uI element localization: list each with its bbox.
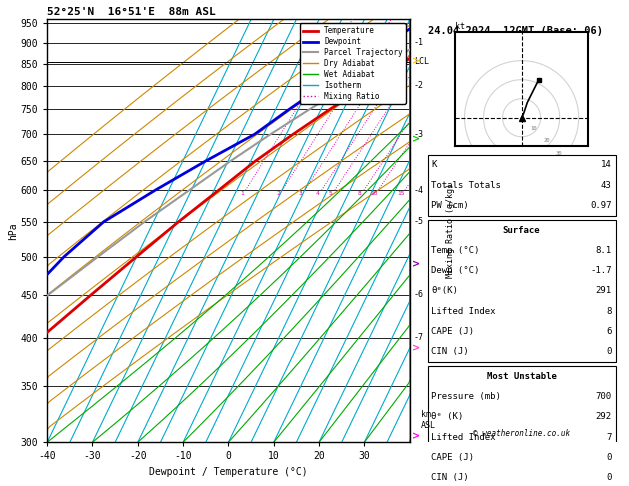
Text: 8: 8 (358, 191, 362, 196)
Text: >: > (413, 259, 421, 269)
Text: 5: 5 (329, 191, 333, 196)
Text: K: K (431, 160, 437, 170)
Text: >: > (413, 344, 421, 354)
Text: >: > (413, 56, 421, 67)
Text: Temp (°C): Temp (°C) (431, 246, 480, 255)
Text: -3: -3 (414, 130, 424, 139)
Bar (428, 220, 616, 362)
Text: CIN (J): CIN (J) (431, 347, 469, 356)
Text: Totals Totals: Totals Totals (431, 181, 501, 190)
Text: Lifted Index: Lifted Index (431, 433, 496, 442)
Text: -1: -1 (414, 38, 424, 48)
Text: 291: 291 (596, 286, 612, 295)
Text: 700: 700 (596, 392, 612, 401)
Text: -4: -4 (414, 186, 424, 195)
Text: Most Unstable: Most Unstable (487, 372, 557, 381)
Bar (428, 366, 616, 486)
Text: Pressure (mb): Pressure (mb) (431, 392, 501, 401)
X-axis label: Dewpoint / Temperature (°C): Dewpoint / Temperature (°C) (149, 467, 308, 477)
Text: 0: 0 (606, 453, 612, 462)
Text: -7: -7 (414, 333, 424, 342)
Text: CIN (J): CIN (J) (431, 473, 469, 482)
Text: 0: 0 (606, 347, 612, 356)
Text: PW (cm): PW (cm) (431, 201, 469, 210)
Text: 15: 15 (397, 191, 404, 196)
Legend: Temperature, Dewpoint, Parcel Trajectory, Dry Adiabat, Wet Adiabat, Isotherm, Mi: Temperature, Dewpoint, Parcel Trajectory… (300, 23, 406, 104)
Text: km
ASL: km ASL (421, 410, 435, 430)
Text: 43: 43 (601, 181, 612, 190)
Text: 2: 2 (276, 191, 280, 196)
Text: -2: -2 (414, 81, 424, 90)
Text: >: > (413, 431, 421, 441)
Text: LCL: LCL (414, 57, 429, 66)
Text: 52°25'N  16°51'E  88m ASL: 52°25'N 16°51'E 88m ASL (47, 7, 216, 17)
Text: 292: 292 (596, 413, 612, 421)
Text: θᵉ (K): θᵉ (K) (431, 413, 464, 421)
Text: 8: 8 (606, 307, 612, 316)
Text: CAPE (J): CAPE (J) (431, 327, 474, 336)
Text: -6: -6 (414, 290, 424, 299)
Text: 0.97: 0.97 (590, 201, 612, 210)
Text: 7: 7 (606, 433, 612, 442)
Text: 24.04.2024  12GMT (Base: 06): 24.04.2024 12GMT (Base: 06) (428, 26, 603, 36)
Text: CAPE (J): CAPE (J) (431, 453, 474, 462)
Text: Lifted Index: Lifted Index (431, 307, 496, 316)
Text: Dewp (°C): Dewp (°C) (431, 266, 480, 275)
Text: -1.7: -1.7 (590, 266, 612, 275)
Text: © weatheronline.co.uk: © weatheronline.co.uk (473, 429, 570, 438)
Text: θᵉ(K): θᵉ(K) (431, 286, 459, 295)
Text: 14: 14 (601, 160, 612, 170)
Bar (428, 155, 616, 216)
Text: 4: 4 (316, 191, 320, 196)
Text: 10: 10 (370, 191, 378, 196)
Text: >: > (413, 135, 421, 144)
Text: -5: -5 (414, 217, 424, 226)
Text: Mixing Ratio (g/kg): Mixing Ratio (g/kg) (446, 183, 455, 278)
Text: 0: 0 (606, 473, 612, 482)
Text: 1: 1 (240, 191, 243, 196)
Text: 3: 3 (299, 191, 303, 196)
Text: 6: 6 (606, 327, 612, 336)
Y-axis label: hPa: hPa (8, 222, 18, 240)
Text: Surface: Surface (503, 226, 540, 235)
Text: 8.1: 8.1 (596, 246, 612, 255)
